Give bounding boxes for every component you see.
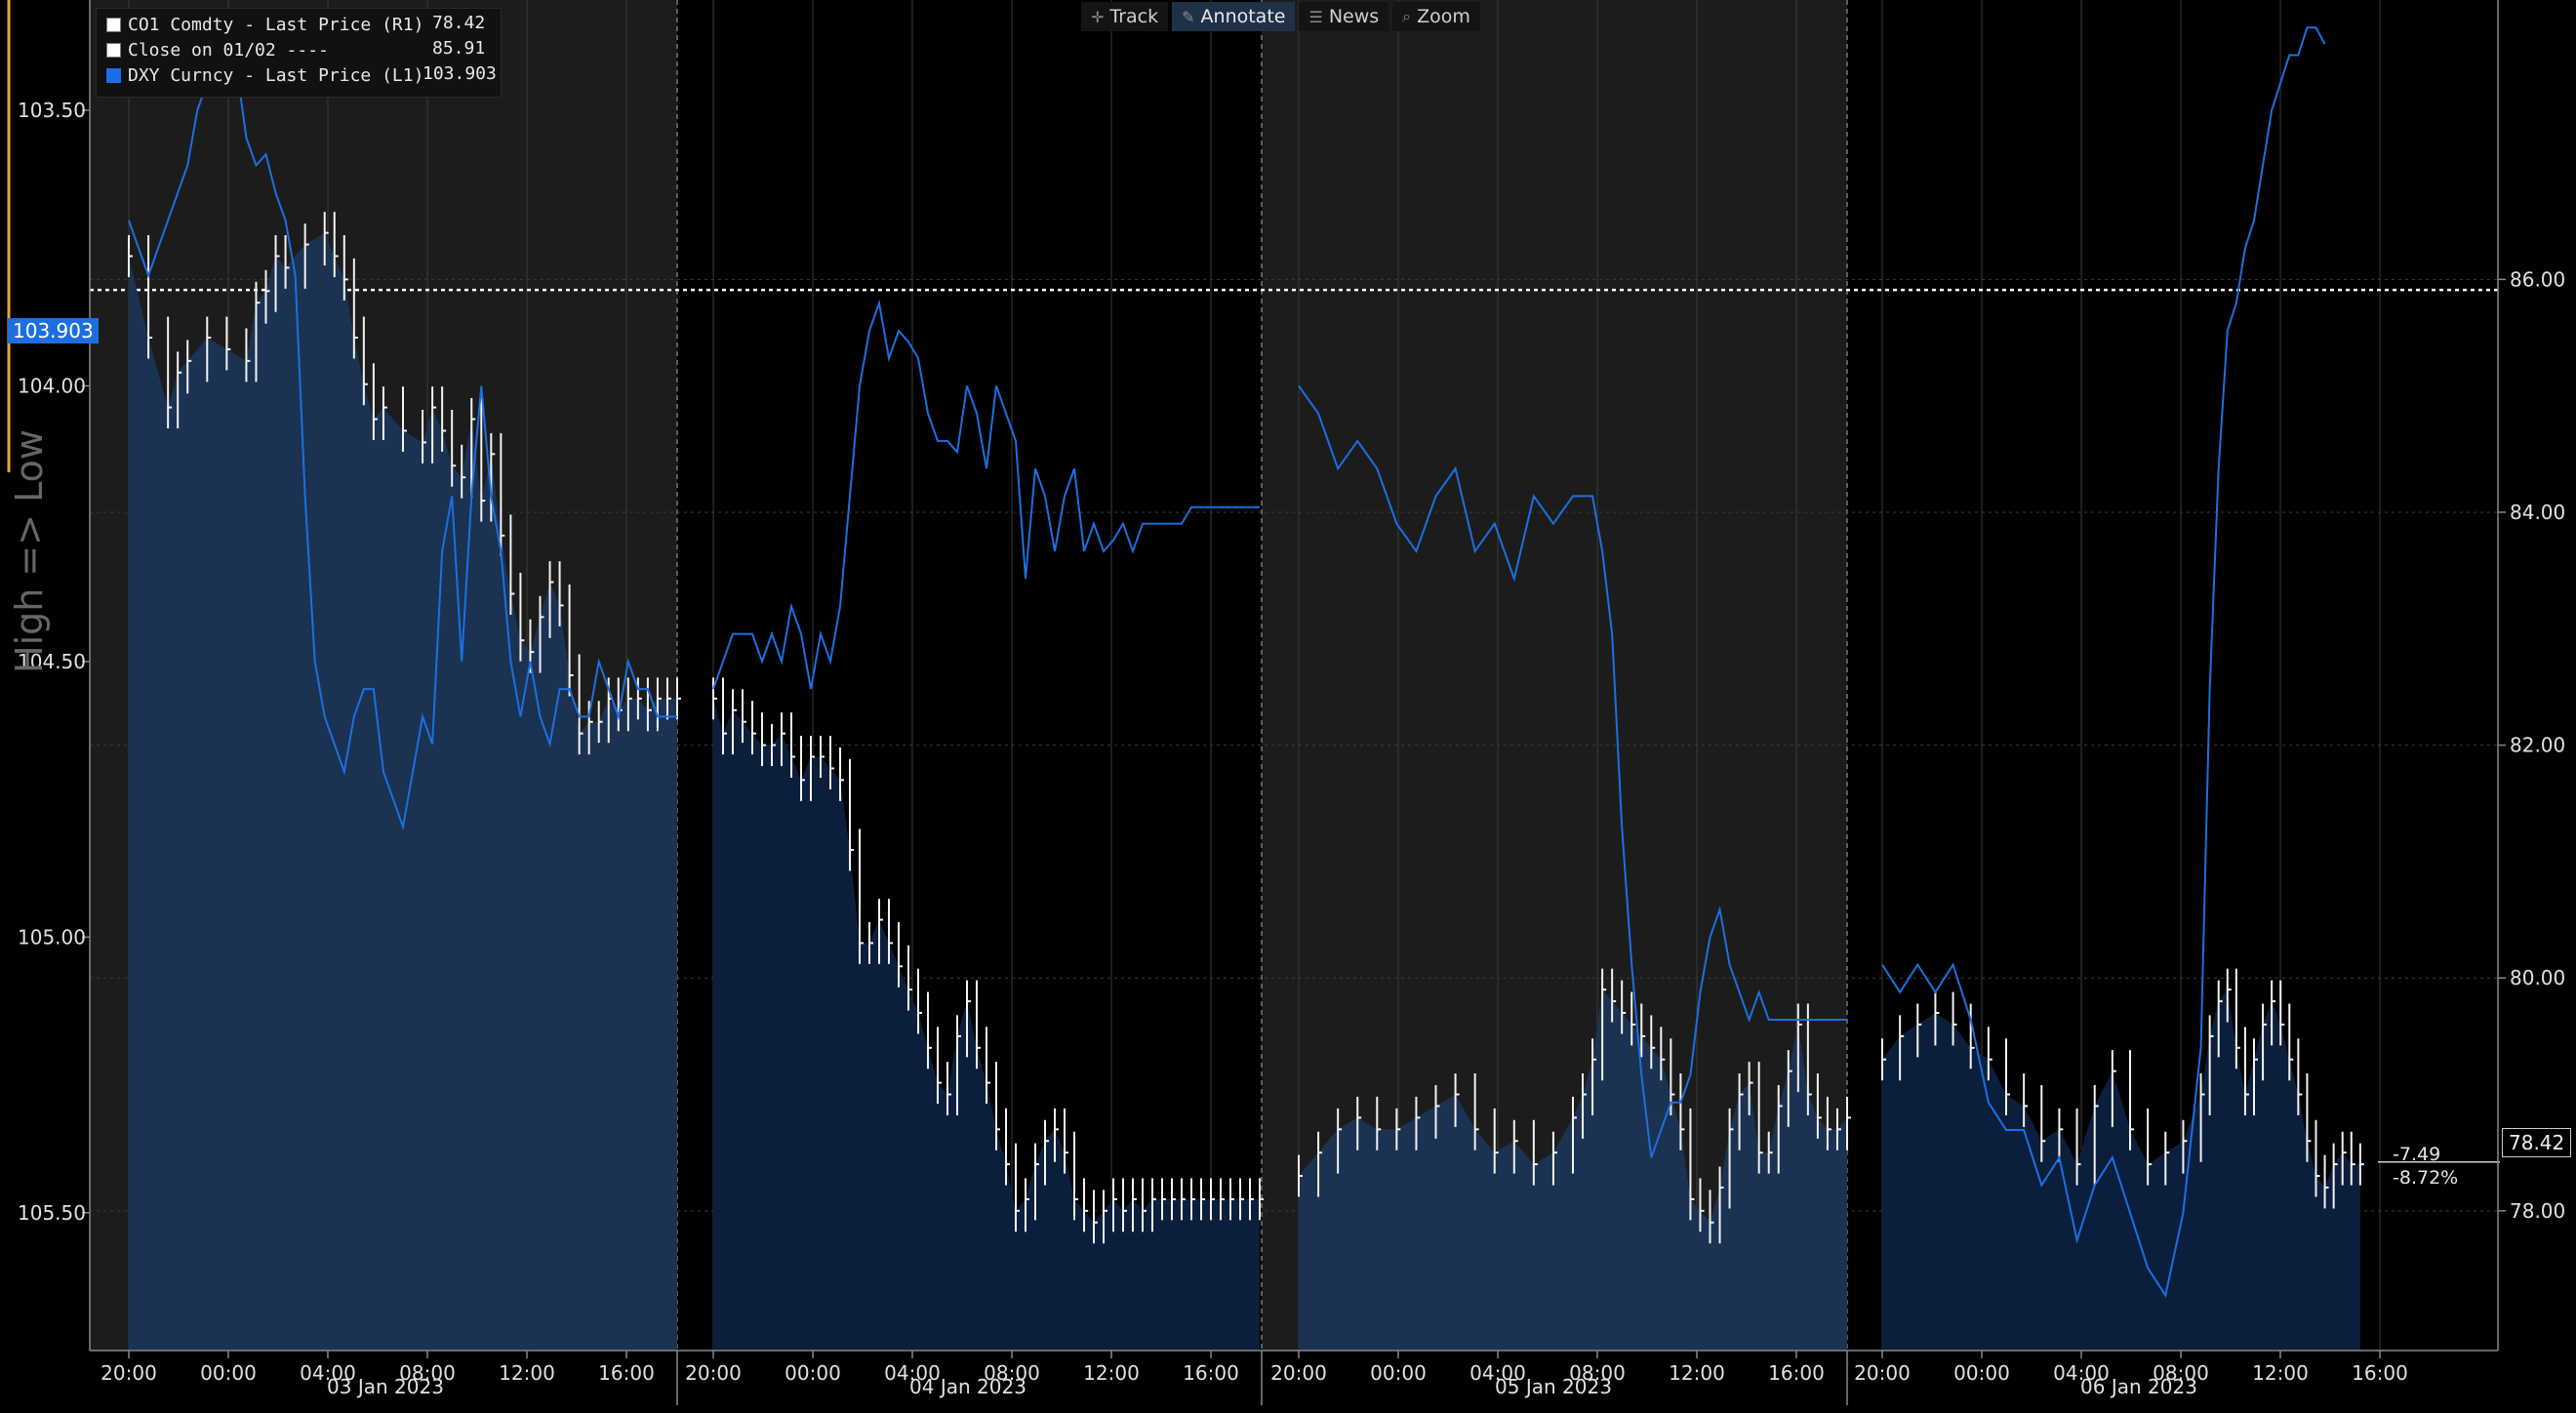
x-axis-tick-label: 12:00 [1669, 1361, 1725, 1385]
brent-area-4 [1882, 989, 2360, 1351]
day-label: 04 Jan 2023 [909, 1375, 1026, 1398]
zoom-button[interactable]: ⌕ Zoom [1392, 2, 1480, 31]
day-label: 03 Jan 2023 [327, 1375, 444, 1398]
x-axis-tick-label: 00:00 [1953, 1361, 2010, 1385]
day-label: 06 Jan 2023 [2080, 1375, 2197, 1398]
annotate-label: Annotate [1200, 6, 1286, 27]
x-axis-tick-label: 20:00 [101, 1361, 157, 1385]
brent-area-1 [129, 232, 677, 1351]
x-axis-tick-label: 16:00 [1183, 1361, 1239, 1385]
crosshair-icon: ✛ [1091, 7, 1105, 26]
right-axis-tick-label: 80.00 [2510, 966, 2565, 989]
legend-item-close[interactable]: Close on 01/02 ---- [106, 38, 329, 61]
left-axis-title: High => Low [8, 428, 51, 673]
right-axis-tick-label: 82.00 [2510, 734, 2565, 757]
annotate-button[interactable]: ✎ Annotate [1172, 2, 1296, 31]
brent-bars-2 [712, 677, 1264, 1244]
left-axis-tick-label: 105.50 [18, 1201, 86, 1225]
x-axis-tick-label: 04:00 [300, 1361, 356, 1385]
legend-swatch [106, 67, 121, 83]
x-axis-tick-label: 16:00 [1768, 1361, 1825, 1385]
dxy-line-4 [1881, 26, 2326, 1299]
chart-legend[interactable]: CO1 Comdty - Last Price (R1) 78.42 Close… [96, 8, 502, 98]
brent-bars-1 [128, 212, 681, 755]
change-abs: -7.49 [2393, 1144, 2441, 1165]
x-axis-tick-label: 08:00 [2153, 1361, 2209, 1385]
chart-toolbar: ✛ Track ✎ Annotate ☰ News ⌕ Zoom [1081, 2, 1480, 31]
day-label: 05 Jan 2023 [1495, 1375, 1612, 1398]
x-axis-tick-label: 00:00 [1370, 1361, 1427, 1385]
x-axis-tick-label: 00:00 [200, 1361, 257, 1385]
track-label: Track [1109, 6, 1159, 27]
legend-item-dxy[interactable]: DXY Curncy - Last Price (L1) [106, 63, 423, 87]
legend-label: DXY Curncy - Last Price (L1) [128, 64, 424, 86]
dxy-last-value-tag: 103.903 [8, 318, 99, 343]
news-label: News [1328, 6, 1380, 27]
x-axis-tick-label: 16:00 [2352, 1361, 2408, 1385]
x-axis-tick-label: 08:00 [399, 1361, 456, 1385]
news-button[interactable]: ☰ News [1299, 2, 1389, 31]
left-axis-tick-label: 103.50 [18, 99, 86, 122]
right-axis-tick-label: 78.00 [2510, 1199, 2565, 1223]
x-axis-tick-label: 04:00 [2053, 1361, 2110, 1385]
dxy-line-2 [712, 299, 1260, 690]
legend-value: 85.91 [432, 38, 486, 59]
magnifier-icon: ⌕ [1402, 7, 1412, 25]
x-axis-tick-label: 16:00 [598, 1361, 655, 1385]
legend-label: Close on 01/02 ---- [128, 39, 329, 61]
legend-swatch [106, 17, 121, 32]
x-axis-tick-label: 12:00 [1083, 1361, 1140, 1385]
x-axis-tick-label: 12:00 [2252, 1361, 2309, 1385]
brent-bars-4 [1881, 968, 2364, 1209]
pencil-icon: ✎ [1182, 7, 1195, 26]
news-icon: ☰ [1308, 7, 1323, 26]
x-axis-tick-label: 04:00 [1469, 1361, 1526, 1385]
legend-item-brent[interactable]: CO1 Comdty - Last Price (R1) [106, 13, 423, 36]
x-axis-tick-label: 04:00 [884, 1361, 941, 1385]
change-pct: -8.72% [2393, 1167, 2459, 1189]
right-axis-tick-label: 84.00 [2510, 501, 2565, 524]
legend-swatch [106, 42, 121, 58]
legend-label: CO1 Comdty - Last Price (R1) [128, 14, 424, 35]
x-axis-tick-label: 20:00 [1270, 1361, 1327, 1385]
x-axis-tick-label: 00:00 [785, 1361, 841, 1385]
x-axis-tick-label: 12:00 [499, 1361, 555, 1385]
legend-value: 103.903 [423, 63, 497, 84]
left-axis-tick-label: 104.00 [18, 374, 86, 397]
legend-value: 78.42 [432, 13, 486, 33]
right-axis-tick-label: 86.00 [2510, 267, 2565, 291]
x-axis-tick-label: 08:00 [1569, 1361, 1626, 1385]
dxy-line-1 [128, 53, 677, 831]
brent-bars-3 [1298, 968, 1851, 1244]
brent-last-value-tag: 78.42 [2502, 1128, 2572, 1157]
brent-area-2 [713, 698, 1260, 1351]
track-button[interactable]: ✛ Track [1081, 2, 1169, 31]
x-axis-tick-label: 08:00 [984, 1361, 1040, 1385]
zoom-label: Zoom [1417, 6, 1470, 27]
left-axis-tick-label: 105.00 [18, 925, 86, 949]
left-axis-tick-label: 104.50 [18, 650, 86, 673]
dxy-line-3 [1298, 384, 1847, 1158]
x-axis-tick-label: 20:00 [685, 1361, 742, 1385]
x-axis-tick-label: 20:00 [1854, 1361, 1911, 1385]
